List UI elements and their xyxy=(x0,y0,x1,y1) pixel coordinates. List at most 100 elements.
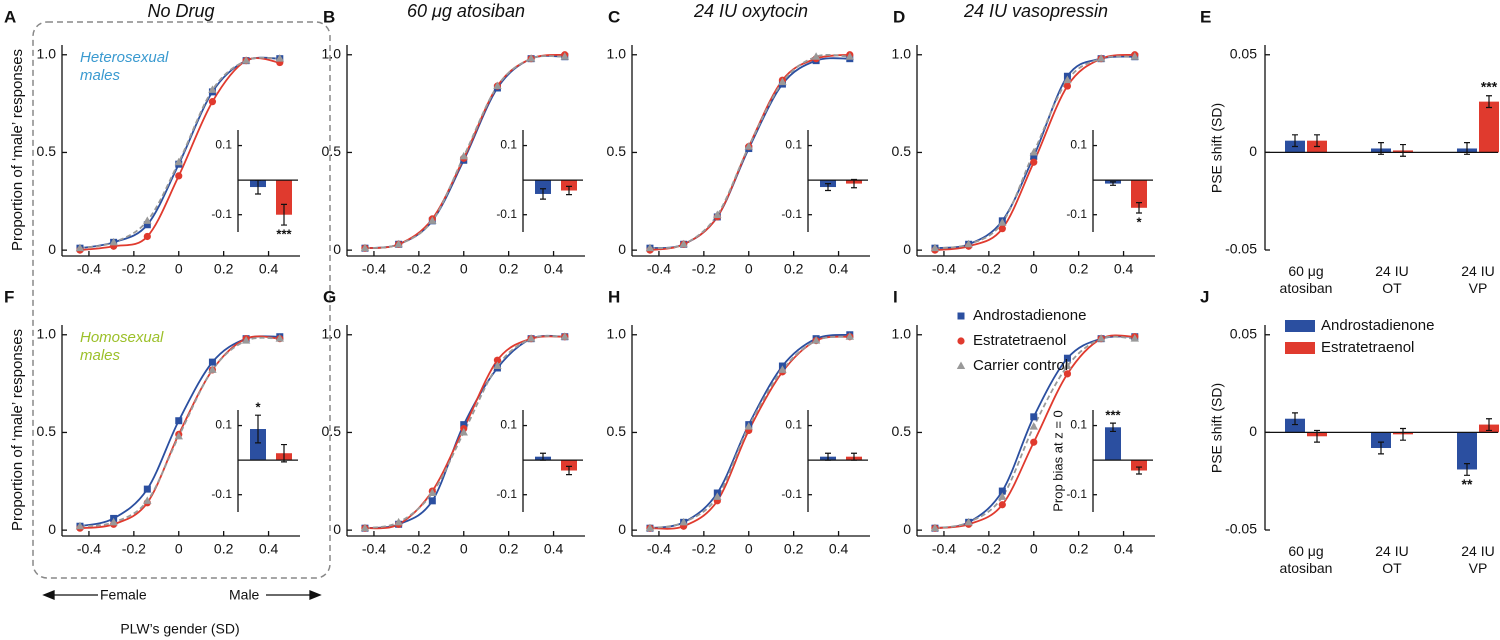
bar xyxy=(1371,432,1391,448)
y-tick-label: 0.5 xyxy=(607,143,627,159)
y-tick-label: 1.0 xyxy=(607,45,627,61)
data-point xyxy=(526,334,536,342)
category-label: 60 μg atosiban xyxy=(1280,263,1333,296)
data-point xyxy=(645,523,655,532)
legend-label: Androstadienone xyxy=(1321,317,1434,334)
x-tick-label: 0.4 xyxy=(259,541,279,557)
data-point xyxy=(679,517,688,526)
x-tick-label: 0.4 xyxy=(544,541,564,557)
x-tick-label: -0.4 xyxy=(932,261,956,277)
data-point xyxy=(459,151,468,160)
data-point xyxy=(1096,54,1106,62)
y-tick-label: 1.0 xyxy=(37,325,57,341)
x-tick-label: 0.4 xyxy=(829,541,849,557)
panel-letter: C xyxy=(608,7,620,26)
inset-tick-label: 0.1 xyxy=(785,138,802,152)
data-point xyxy=(964,517,973,526)
y-tick-label: 0 xyxy=(333,521,341,537)
inset-tick-label: 0.1 xyxy=(500,418,517,432)
x-tick-label: 0 xyxy=(460,261,468,277)
data-point xyxy=(1030,152,1038,160)
category-label: 24 IU VP xyxy=(1461,543,1494,576)
legend-label: Estratetraenol xyxy=(1321,339,1414,356)
data-point xyxy=(744,422,753,430)
x-tick-label: 0.2 xyxy=(214,541,234,557)
fit-curve xyxy=(649,53,850,252)
legend-marker xyxy=(957,312,965,320)
data-point xyxy=(1063,370,1072,378)
data-point xyxy=(143,485,151,493)
y-tick-label: 0 xyxy=(48,241,56,257)
inset-tick-label: 0.1 xyxy=(500,138,517,152)
y-tick-label: 1.0 xyxy=(892,325,912,341)
y-tick-label: 0.5 xyxy=(322,143,342,159)
inset-bar xyxy=(1105,427,1121,461)
data-point xyxy=(998,487,1006,495)
data-point xyxy=(1063,75,1072,84)
panel-title: 24 IU oxytocin xyxy=(693,1,808,21)
inset-tick-label: -0.1 xyxy=(1066,207,1087,221)
y-tick-label: 1.0 xyxy=(322,45,342,61)
data-point xyxy=(1096,334,1106,342)
x-tick-label: -0.4 xyxy=(77,541,101,557)
data-point xyxy=(1063,354,1071,362)
error-bar xyxy=(1314,134,1320,148)
legend-swatch xyxy=(1285,342,1315,354)
category-label: 24 IU OT xyxy=(1375,263,1408,296)
inset-error-bar xyxy=(540,188,546,200)
x-tick-label: 0.2 xyxy=(214,261,234,277)
data-point xyxy=(964,239,973,248)
data-point xyxy=(1030,438,1038,446)
inset-tick-label: -0.1 xyxy=(496,207,517,221)
inset-tick-label: 0.1 xyxy=(785,418,802,432)
bar xyxy=(1457,432,1477,470)
x-tick-label: 0 xyxy=(745,541,753,557)
gender-arrows xyxy=(42,590,322,600)
x-tick-label: -0.2 xyxy=(692,541,716,557)
y-axis-label: PSE shift (SD) xyxy=(1209,103,1225,193)
y-tick-label: -0.05 xyxy=(1225,241,1257,257)
data-point xyxy=(493,361,502,370)
data-point xyxy=(1063,82,1072,90)
y-tick-label: 0.5 xyxy=(892,143,912,159)
data-point xyxy=(1029,147,1038,156)
inset-error-bar xyxy=(825,182,831,192)
bar xyxy=(1285,418,1305,433)
data-point xyxy=(394,239,403,248)
data-point xyxy=(1030,413,1038,421)
data-point xyxy=(109,517,118,526)
data-point xyxy=(1029,422,1038,430)
inset-error-bar xyxy=(1110,422,1116,433)
legend-swatch xyxy=(1285,320,1315,332)
y-tick-label: 0 xyxy=(903,241,911,257)
inset-tick-label: -0.1 xyxy=(211,207,232,221)
y-axis-label: PSE shift (SD) xyxy=(1209,383,1225,473)
significance: *** xyxy=(276,227,292,242)
x-tick-label: -0.2 xyxy=(977,541,1001,557)
significance: *** xyxy=(1481,78,1498,94)
data-point xyxy=(1030,158,1038,166)
data-point xyxy=(930,243,940,252)
data-point xyxy=(811,52,821,60)
data-point xyxy=(428,488,437,497)
error-bar xyxy=(1400,143,1406,157)
data-point xyxy=(394,517,403,526)
x-tick-label: -0.4 xyxy=(77,261,101,277)
data-point xyxy=(744,142,753,150)
y-tick-label: 1.0 xyxy=(892,45,912,61)
x-tick-label: 0.4 xyxy=(544,261,564,277)
x-tick-label: -0.4 xyxy=(932,541,956,557)
fit-curve xyxy=(364,53,565,250)
panel-letter: D xyxy=(893,7,905,26)
fit-curve xyxy=(79,56,280,250)
fit-curve xyxy=(79,57,280,252)
panel-letter: H xyxy=(608,287,620,306)
category-label: 24 IU OT xyxy=(1375,543,1408,576)
x-tick-label: -0.2 xyxy=(407,261,431,277)
y-tick-label: 1.0 xyxy=(322,325,342,341)
inset-error-bar xyxy=(851,178,857,189)
panel-letter: A xyxy=(4,7,16,26)
significance: *** xyxy=(1105,408,1121,423)
x-tick-label: -0.2 xyxy=(407,541,431,557)
data-point xyxy=(679,239,688,248)
